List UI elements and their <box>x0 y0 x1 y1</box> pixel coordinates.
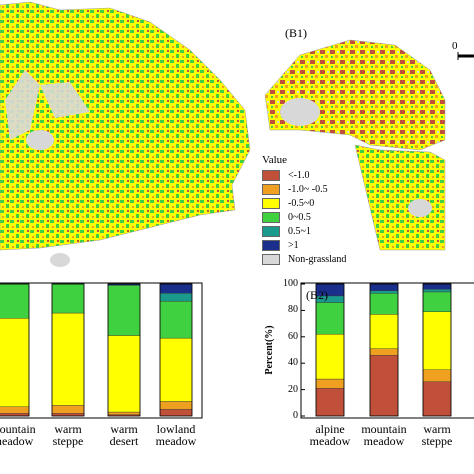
category-label: desert <box>109 434 139 448</box>
category-label: meadow <box>155 434 197 448</box>
scale-bar <box>457 52 474 60</box>
bar-outline <box>159 283 193 417</box>
category-label: meadow <box>0 434 34 448</box>
bar-segment <box>107 411 141 415</box>
bar-segment <box>51 312 85 406</box>
category-label: steppe <box>421 434 453 448</box>
bar-segment <box>422 291 452 312</box>
bar-segment <box>369 348 399 356</box>
y-axis-title: Percent(%) <box>264 325 275 375</box>
panel-b1-label: (B1) <box>285 26 307 40</box>
legend-label: Non-grassland <box>288 253 347 265</box>
y-tick-label: 60 <box>288 330 298 342</box>
legend-item: >1 <box>262 238 372 252</box>
bar-segment <box>422 283 452 290</box>
category-label: warm <box>110 422 138 436</box>
category-label: mountain <box>0 422 36 436</box>
bar-segment <box>159 409 193 417</box>
bar-segment <box>51 283 85 314</box>
legend-label: 0~0.5 <box>288 211 311 223</box>
legend: Value <-1.0 -1.0~ -0.5 -0.5~0 0~0.5 0.5~1 >1 N… <box>262 154 372 266</box>
y-tick-label: 0 <box>293 410 298 421</box>
chart-left-frame <box>0 282 203 419</box>
legend-item: <-1.0 <box>262 168 372 182</box>
bar-segment <box>369 290 399 294</box>
map-left <box>0 1 251 267</box>
bar-segment <box>422 311 452 371</box>
bar-segment <box>0 318 30 407</box>
legend-swatch <box>262 225 280 237</box>
legend-item: Non-grassland <box>262 252 372 266</box>
legend-item: 0~0.5 <box>262 210 372 224</box>
category-label: warm <box>54 422 82 436</box>
category-label: lowland <box>156 422 196 436</box>
bar-segment <box>159 300 193 339</box>
bar-segment <box>315 388 345 417</box>
bar-segment <box>315 333 345 380</box>
bar-segment <box>315 302 345 335</box>
bar-segment <box>369 355 399 417</box>
y-tick-label: 40 <box>288 357 298 369</box>
bar-segment <box>159 337 193 402</box>
category-label: warm <box>423 422 451 436</box>
legend-item: -1.0~ -0.5 <box>262 182 372 196</box>
bar-segment <box>369 293 399 315</box>
legend-swatch <box>262 169 280 181</box>
legend-label: 0.5~1 <box>288 225 311 237</box>
category-label: mountain <box>361 422 407 436</box>
legend-label: <-1.0 <box>288 169 310 181</box>
bar-segment <box>159 293 193 302</box>
bar-segment <box>159 283 193 294</box>
legend-item: 0.5~1 <box>262 224 372 238</box>
bar-outline <box>369 283 399 417</box>
legend-label: >1 <box>288 239 299 251</box>
bar-outline <box>0 283 30 417</box>
legend-label: -0.5~0 <box>288 197 315 209</box>
bar-outline <box>315 283 345 417</box>
bar-outline <box>51 283 85 417</box>
legend-title: Value <box>262 154 288 166</box>
chart-left <box>0 283 193 417</box>
chart-right-frame <box>300 282 474 419</box>
panel-b2-label: (B2) <box>306 288 328 302</box>
bar-segment <box>159 401 193 410</box>
bar-segment <box>422 289 452 293</box>
y-tick-label: 100 <box>283 278 298 289</box>
bar-segment <box>107 335 141 413</box>
y-tick-label: 20 <box>288 383 298 395</box>
bar-segment <box>0 406 30 414</box>
bar-segment <box>369 314 399 349</box>
bar-segment <box>0 283 30 319</box>
y-tick-label: 80 <box>288 304 298 316</box>
bar-segment <box>369 283 399 291</box>
legend-swatch <box>262 239 280 251</box>
legend-swatch <box>262 183 280 195</box>
category-label: meadow <box>309 434 351 448</box>
legend-swatch <box>262 197 280 209</box>
map-right-b1 <box>264 39 446 251</box>
bar-segment <box>422 381 452 417</box>
bar-outline <box>107 283 141 417</box>
bar-outline <box>422 283 452 417</box>
chart-right <box>301 283 452 417</box>
category-label: meadow <box>363 434 405 448</box>
category-label: alpine <box>315 422 345 436</box>
bar-segment <box>51 405 85 414</box>
bar-segment <box>107 285 141 336</box>
legend-swatch <box>262 211 280 223</box>
scale-zero-label: 0 <box>452 40 458 52</box>
category-label: steppe <box>52 434 84 448</box>
legend-label: -1.0~ -0.5 <box>288 183 328 195</box>
legend-swatch <box>262 253 280 265</box>
legend-item: -0.5~0 <box>262 196 372 210</box>
bar-segment <box>315 378 345 389</box>
bar-segment <box>422 369 452 382</box>
